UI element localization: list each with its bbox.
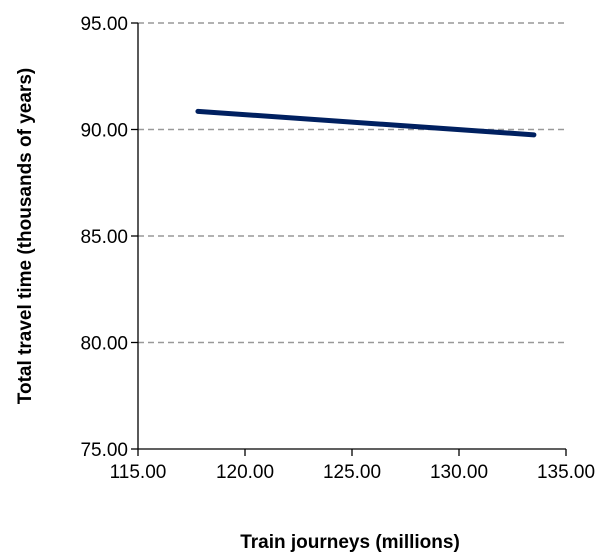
tick-labels: 75.00 80.00 85.00 90.00 95.00 115.00 120.00 125… [80, 14, 595, 483]
y-tick-label: 95.00 [80, 14, 128, 35]
x-tick-label: 130.00 [430, 462, 488, 483]
y-tick-label: 80.00 [80, 334, 128, 355]
series-line [195, 108, 537, 138]
x-tick-label: 135.00 [537, 462, 595, 483]
x-tick-label: 125.00 [323, 462, 381, 483]
series-layer [195, 108, 537, 138]
gridlines [138, 22, 566, 344]
x-tick-label: 115.00 [110, 462, 167, 483]
x-axis-title: Train journeys (millions) [240, 532, 460, 553]
y-axis-title: Total travel time (thousands of years) [15, 68, 36, 404]
y-tick-label: 90.00 [80, 121, 128, 142]
tick-marks [131, 22, 567, 456]
x-tick-label: 120.00 [216, 462, 274, 483]
y-tick-label: 85.00 [80, 227, 128, 248]
y-tick-label: 75.00 [80, 440, 128, 461]
